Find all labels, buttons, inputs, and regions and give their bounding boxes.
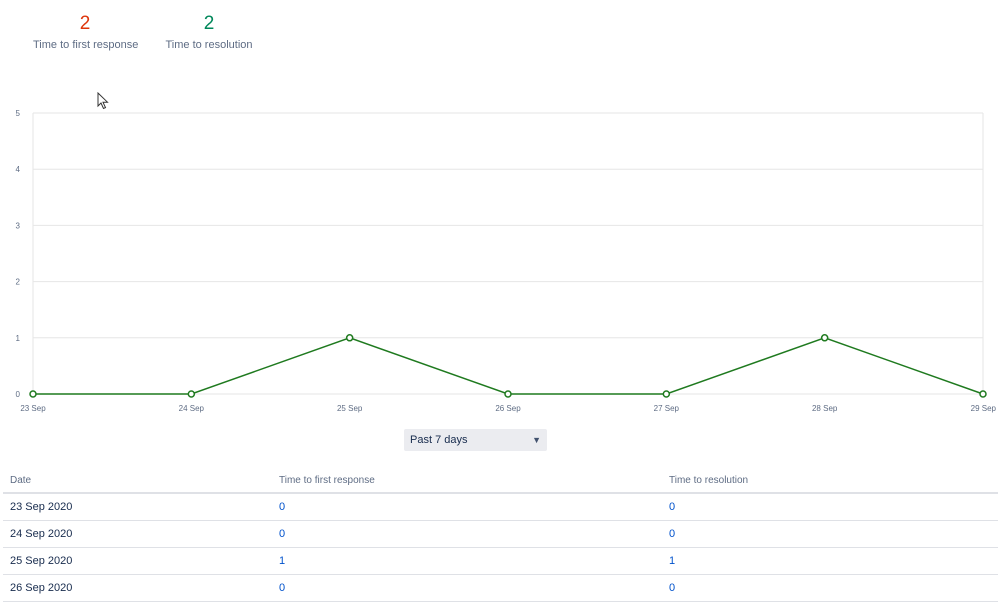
cell-date: 23 Sep 2020 — [3, 493, 272, 521]
x-tick-label: 25 Sep — [337, 404, 363, 413]
y-tick-label: 0 — [16, 390, 21, 399]
data-point[interactable] — [345, 334, 354, 342]
series-line — [33, 337, 984, 395]
x-tick-label: 28 Sep — [812, 404, 838, 413]
data-point[interactable] — [979, 390, 987, 398]
data-point[interactable] — [29, 390, 37, 398]
date-range-value: Past 7 days — [410, 434, 468, 446]
mouse-cursor-icon — [97, 92, 109, 110]
metrics-summary: 2 Time to first response 2 Time to resol… — [0, 12, 400, 62]
x-tick-label: 23 Sep — [20, 404, 46, 413]
table-row: 23 Sep 2020 0 0 — [3, 493, 998, 521]
metric-time-to-first-response[interactable]: 2 Time to first response — [33, 12, 139, 53]
cell-first-response[interactable]: 0 — [272, 520, 662, 548]
metric-time-to-resolution[interactable]: 2 Time to resolution — [163, 12, 255, 53]
table-row: 26 Sep 2020 0 0 — [3, 574, 998, 602]
cell-date: 24 Sep 2020 — [3, 520, 272, 548]
x-tick-label: 26 Sep — [495, 404, 521, 413]
cell-resolution[interactable]: 0 — [662, 574, 998, 602]
date-range-select[interactable]: Past 7 days ▼ — [404, 429, 547, 451]
y-tick-label: 2 — [16, 278, 21, 287]
y-tick-label: 3 — [16, 221, 21, 230]
chevron-down-icon: ▼ — [532, 435, 541, 445]
metric-label: Time to first response — [33, 39, 139, 51]
cell-first-response[interactable]: 0 — [272, 574, 662, 602]
column-header-date[interactable]: Date — [3, 468, 272, 494]
y-tick-label: 5 — [16, 109, 21, 118]
cell-resolution[interactable]: 0 — [662, 493, 998, 521]
data-point[interactable] — [187, 390, 196, 398]
x-tick-label: 29 Sep — [971, 404, 997, 413]
cell-date: 25 Sep 2020 — [3, 547, 272, 575]
cell-resolution[interactable]: 0 — [662, 520, 998, 548]
table-row: 25 Sep 2020 1 1 — [3, 547, 998, 575]
cell-first-response[interactable]: 0 — [272, 493, 662, 521]
table-row: 24 Sep 2020 0 0 — [3, 520, 998, 548]
data-point[interactable] — [662, 390, 671, 398]
metric-value: 2 — [79, 13, 91, 34]
line-chart: 0 1 2 3 4 5 23 Sep 24 Sep 25 Sep 26 Sep 27 Sep 28 … — [16, 109, 997, 413]
metric-value: 2 — [203, 13, 215, 34]
x-tick-label: 24 Sep — [179, 404, 205, 413]
cell-date: 26 Sep 2020 — [3, 574, 272, 602]
cell-resolution[interactable]: 1 — [662, 547, 998, 575]
column-header-first-response[interactable]: Time to first response — [272, 468, 662, 494]
data-point[interactable] — [504, 390, 512, 398]
table-header-row: Date Time to first response Time to reso… — [3, 468, 998, 494]
data-point[interactable] — [820, 334, 829, 342]
x-tick-label: 27 Sep — [654, 404, 680, 413]
y-tick-label: 1 — [16, 334, 21, 343]
y-tick-label: 4 — [16, 165, 21, 174]
metric-label: Time to resolution — [165, 39, 253, 51]
cell-first-response[interactable]: 1 — [272, 547, 662, 575]
column-header-resolution[interactable]: Time to resolution — [662, 468, 998, 494]
metrics-table: Date Time to first response Time to reso… — [3, 468, 998, 602]
